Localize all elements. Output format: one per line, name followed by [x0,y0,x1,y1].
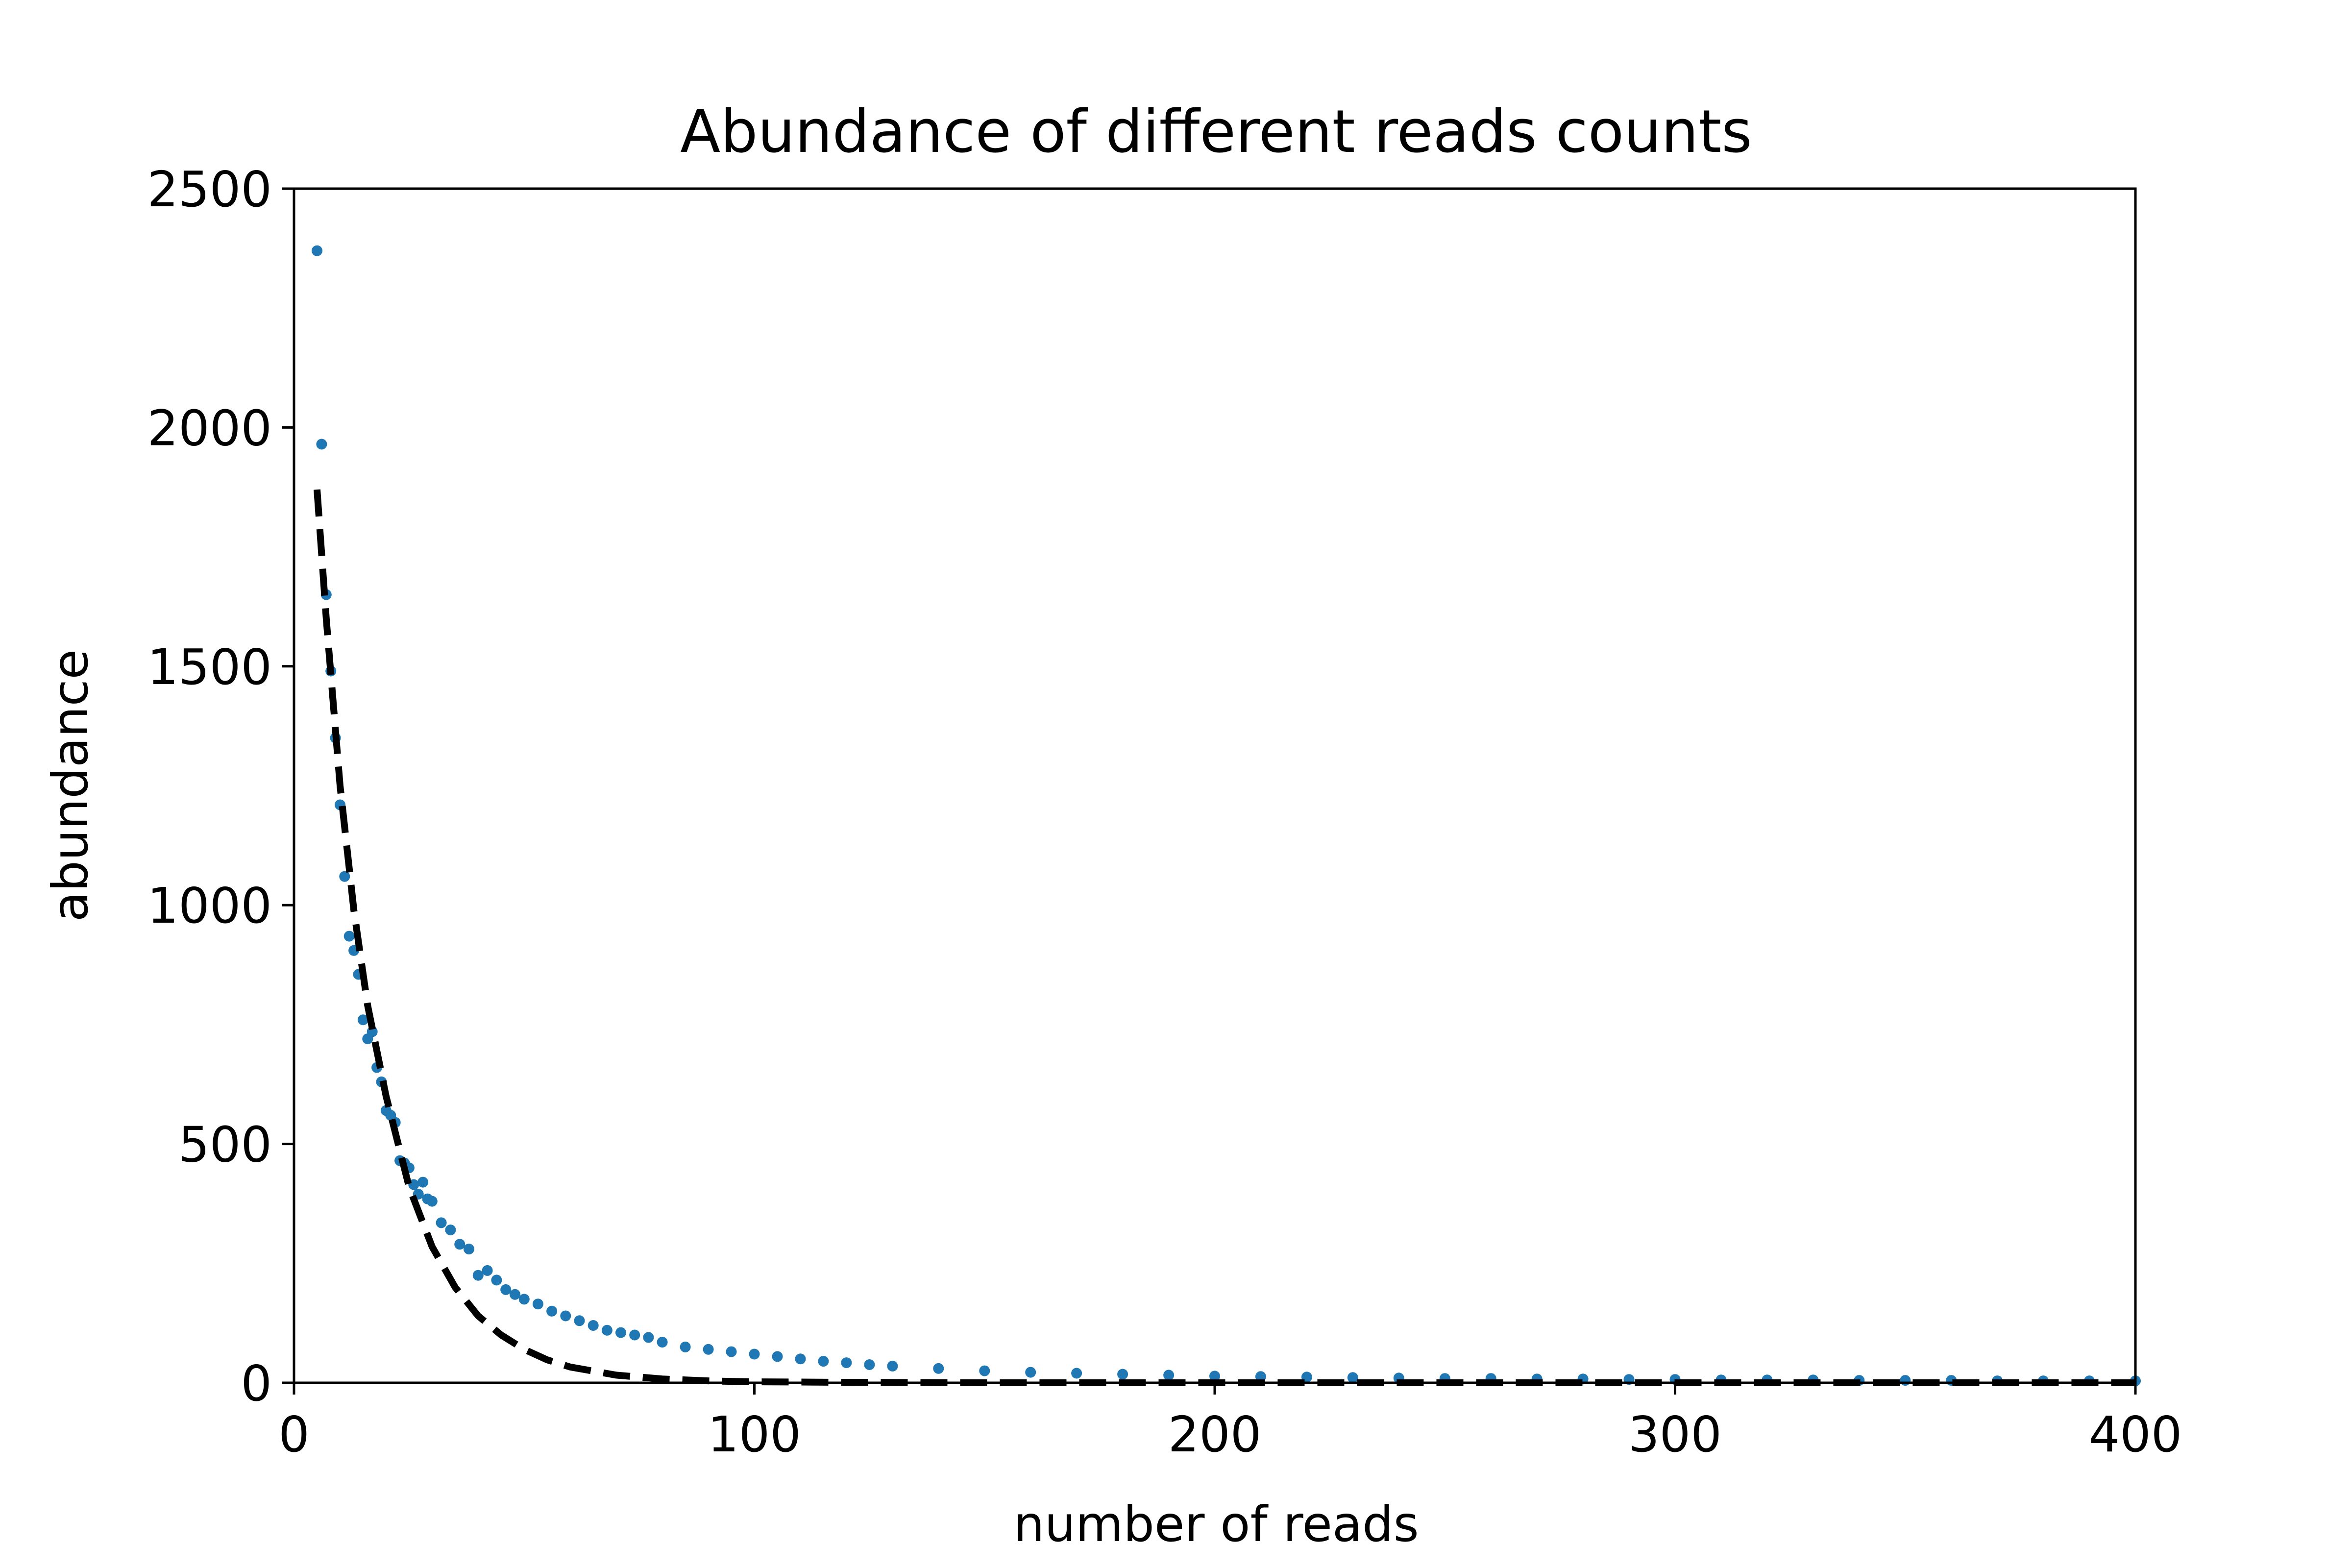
plot-frame [293,187,2137,1384]
data-point [316,439,327,450]
data-point [1347,1372,1358,1383]
data-point [500,1284,512,1295]
x-tick-label: 100 [708,1406,801,1463]
y-tick-label: 500 [178,1116,272,1174]
data-point [887,1360,898,1372]
data-point [1209,1371,1220,1382]
x-axis-label: number of reads [1013,1495,1419,1553]
data-point [343,931,355,942]
x-tick-label: 400 [2089,1406,2182,1463]
y-axis: 0 500 1000 1500 2000 2500 [147,161,294,1412]
data-point [518,1294,530,1305]
y-axis-label: abundance [42,649,99,922]
data-point [1025,1367,1036,1378]
data-point [491,1274,502,1286]
x-tick-label: 200 [1168,1406,1262,1463]
y-tick-label: 0 [241,1355,272,1412]
fit-line [314,489,2135,1386]
data-point [574,1315,585,1326]
data-point [680,1341,691,1352]
data-point [703,1344,714,1355]
data-point [532,1298,543,1310]
data-point [643,1332,654,1343]
plot-data [312,245,2141,1387]
data-point [436,1217,447,1228]
data-point [629,1329,640,1341]
data-point [726,1346,737,1357]
data-point [864,1359,875,1370]
data-point [339,871,350,882]
data-point [933,1363,944,1374]
data-point [795,1353,806,1365]
data-point [445,1225,456,1236]
y-tick-label: 1000 [147,877,272,934]
data-point [841,1357,852,1369]
data-point [312,245,322,256]
data-point [464,1244,474,1255]
data-point [417,1176,429,1188]
data-point [1163,1370,1175,1381]
data-point [657,1337,668,1348]
x-tick-label: 0 [278,1406,310,1463]
data-point [546,1305,558,1317]
data-point [818,1356,829,1367]
y-tick-label: 1500 [147,638,272,696]
chart-title: Abundance of different reads counts [680,98,1752,166]
x-tick-label: 300 [1628,1406,1722,1463]
data-point [482,1265,493,1276]
data-point [588,1320,599,1331]
data-point [749,1348,760,1360]
data-point [510,1289,520,1300]
data-point [615,1327,626,1338]
data-point [1071,1368,1082,1379]
data-point [472,1270,484,1281]
data-point [1900,1375,1911,1386]
data-point [1255,1371,1266,1382]
y-tick-label: 2500 [147,161,272,218]
x-axis: 0 100 200 300 400 [278,1383,2182,1463]
data-point [979,1365,990,1376]
data-point [1117,1369,1128,1380]
data-point [454,1239,466,1250]
y-tick-label: 2000 [147,399,272,457]
data-point [772,1351,783,1362]
data-point [426,1196,438,1207]
data-point [357,1014,368,1026]
data-point [560,1310,571,1322]
data-point [601,1324,612,1336]
